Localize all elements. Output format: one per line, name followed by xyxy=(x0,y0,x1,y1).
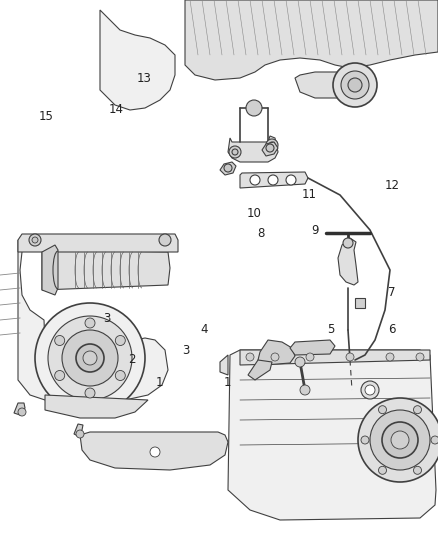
Circle shape xyxy=(431,436,438,444)
Circle shape xyxy=(266,139,278,151)
Circle shape xyxy=(341,71,369,99)
Circle shape xyxy=(246,353,254,361)
Circle shape xyxy=(365,385,375,395)
Circle shape xyxy=(55,370,65,381)
Text: 1: 1 xyxy=(156,376,164,389)
Polygon shape xyxy=(220,162,236,175)
Circle shape xyxy=(29,234,41,246)
Polygon shape xyxy=(18,234,178,252)
Polygon shape xyxy=(248,360,272,380)
Text: 3: 3 xyxy=(183,344,190,357)
Text: 8: 8 xyxy=(257,227,264,240)
Circle shape xyxy=(159,234,171,246)
Polygon shape xyxy=(240,172,308,188)
Text: 9: 9 xyxy=(311,224,319,237)
Circle shape xyxy=(35,303,145,413)
Polygon shape xyxy=(74,424,83,436)
Polygon shape xyxy=(290,340,335,355)
Text: 12: 12 xyxy=(385,179,399,192)
Circle shape xyxy=(76,430,84,438)
Circle shape xyxy=(150,447,160,457)
Circle shape xyxy=(271,353,279,361)
Circle shape xyxy=(306,353,314,361)
Polygon shape xyxy=(80,432,228,470)
Polygon shape xyxy=(355,298,365,308)
Polygon shape xyxy=(45,395,148,418)
Text: 11: 11 xyxy=(301,188,316,201)
Circle shape xyxy=(413,406,421,414)
Circle shape xyxy=(85,388,95,398)
Text: 14: 14 xyxy=(109,103,124,116)
Circle shape xyxy=(83,351,97,365)
Circle shape xyxy=(246,100,262,116)
Circle shape xyxy=(370,410,430,470)
Circle shape xyxy=(333,63,377,107)
Polygon shape xyxy=(258,340,295,365)
Circle shape xyxy=(62,330,118,386)
Circle shape xyxy=(413,466,421,474)
Polygon shape xyxy=(42,245,58,295)
Text: 13: 13 xyxy=(137,72,152,85)
Text: 6: 6 xyxy=(388,323,396,336)
Circle shape xyxy=(382,422,418,458)
Text: 15: 15 xyxy=(39,110,53,123)
Circle shape xyxy=(55,335,65,345)
Polygon shape xyxy=(228,350,436,520)
Text: 10: 10 xyxy=(247,207,261,220)
Text: 5: 5 xyxy=(327,323,334,336)
Polygon shape xyxy=(14,403,25,415)
Circle shape xyxy=(115,335,125,345)
Circle shape xyxy=(358,398,438,482)
Circle shape xyxy=(76,344,104,372)
Circle shape xyxy=(32,237,38,243)
Text: 1: 1 xyxy=(224,376,232,389)
Polygon shape xyxy=(185,0,438,80)
Circle shape xyxy=(224,164,232,172)
Circle shape xyxy=(115,370,125,381)
Polygon shape xyxy=(240,350,430,365)
Circle shape xyxy=(229,146,241,158)
Polygon shape xyxy=(42,250,170,290)
Polygon shape xyxy=(228,136,278,162)
Circle shape xyxy=(378,406,386,414)
Polygon shape xyxy=(100,10,175,110)
Text: 7: 7 xyxy=(388,286,396,298)
Circle shape xyxy=(286,175,296,185)
Polygon shape xyxy=(338,238,358,285)
Circle shape xyxy=(250,175,260,185)
Text: 2: 2 xyxy=(127,353,135,366)
Circle shape xyxy=(300,385,310,395)
Circle shape xyxy=(378,466,386,474)
Circle shape xyxy=(232,149,238,155)
Circle shape xyxy=(386,353,394,361)
Circle shape xyxy=(269,142,275,148)
Text: 4: 4 xyxy=(200,323,208,336)
Polygon shape xyxy=(18,240,168,400)
Circle shape xyxy=(295,357,305,367)
Circle shape xyxy=(48,316,132,400)
Circle shape xyxy=(343,238,353,248)
Circle shape xyxy=(416,353,424,361)
Circle shape xyxy=(18,408,26,416)
Polygon shape xyxy=(295,72,355,98)
Circle shape xyxy=(361,436,369,444)
Circle shape xyxy=(268,175,278,185)
Polygon shape xyxy=(262,142,278,156)
Polygon shape xyxy=(220,355,228,375)
Circle shape xyxy=(346,353,354,361)
Text: 3: 3 xyxy=(104,312,111,325)
Circle shape xyxy=(85,318,95,328)
Circle shape xyxy=(266,144,274,152)
Circle shape xyxy=(391,431,409,449)
Circle shape xyxy=(361,381,379,399)
Circle shape xyxy=(348,78,362,92)
